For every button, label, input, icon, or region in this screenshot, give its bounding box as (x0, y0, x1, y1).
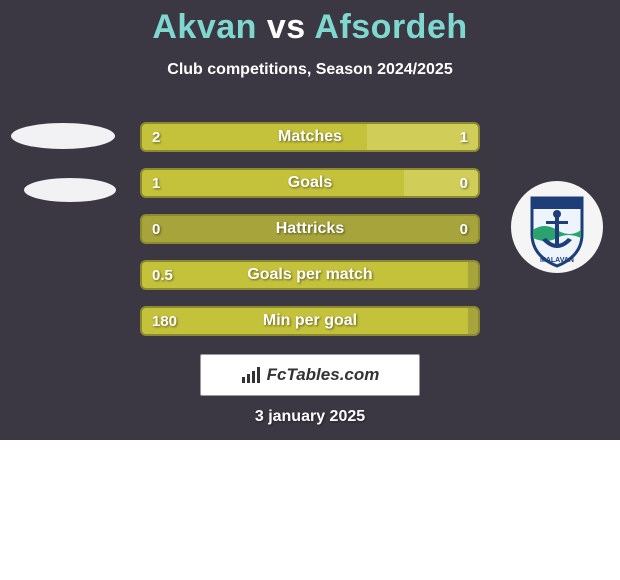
title-vs: vs (267, 8, 306, 46)
title-player1: Akvan (152, 8, 257, 46)
stat-row: 10Goals (140, 168, 480, 198)
comparison-card: Akvan vs Afsordeh Club competitions, Sea… (0, 0, 620, 440)
club-badge-right: MALAVAN (502, 172, 612, 287)
stat-value-right: 1 (460, 124, 468, 150)
stat-bars: 21Matches10Goals00Hattricks0.5Goals per … (140, 122, 480, 352)
stat-label: Hattricks (142, 216, 478, 242)
watermark: FcTables.com (200, 354, 420, 396)
stat-value-left: 0 (152, 216, 160, 242)
club-left-ellipse-top (11, 123, 115, 149)
stat-fill-left (142, 262, 468, 288)
stat-value-left: 2 (152, 124, 160, 150)
crest-band (532, 198, 582, 209)
chart-icon (241, 366, 263, 384)
stat-value-left: 1 (152, 170, 160, 196)
club-right-graphic: MALAVAN (502, 172, 612, 282)
date-label: 3 january 2025 (0, 408, 620, 426)
stat-value-right: 0 (460, 170, 468, 196)
stat-row: 21Matches (140, 122, 480, 152)
title-player2: Afsordeh (314, 8, 467, 46)
stat-fill-left (142, 124, 367, 150)
stat-value-left: 180 (152, 308, 177, 334)
crest-text: MALAVAN (540, 257, 574, 264)
stat-fill-left (142, 170, 404, 196)
watermark-text: FcTables.com (267, 365, 380, 385)
stat-row: 180Min per goal (140, 306, 480, 336)
club-badge-left (8, 118, 118, 213)
stat-row: 0 0Hattricks (140, 214, 480, 244)
stat-row: 0.5Goals per match (140, 260, 480, 290)
stat-fill-left (142, 308, 468, 334)
stat-value-right: 0 (460, 216, 468, 242)
club-left-ellipse-bottom (24, 178, 116, 202)
subtitle: Club competitions, Season 2024/2025 (0, 61, 620, 79)
stat-value-left: 0.5 (152, 262, 173, 288)
club-left-graphic (8, 118, 118, 208)
page-title: Akvan vs Afsordeh (0, 0, 620, 47)
